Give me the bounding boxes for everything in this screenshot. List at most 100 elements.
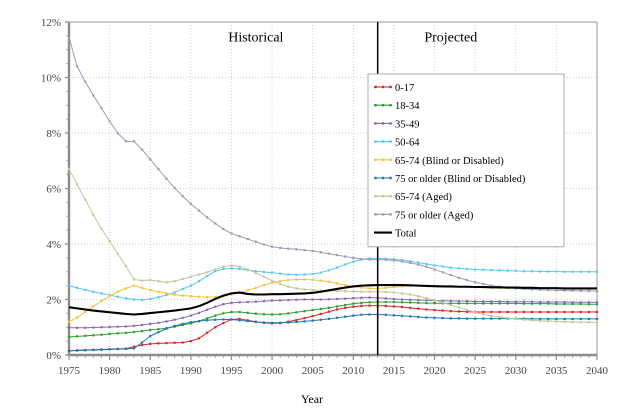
- series-marker: [400, 259, 404, 262]
- series-marker: [254, 320, 257, 324]
- series-marker: [311, 249, 314, 253]
- series-marker: [149, 288, 152, 292]
- series-marker: [433, 316, 436, 319]
- legend-item[interactable]: 65-74 (Blind or Disabled): [374, 156, 504, 167]
- series-marker: [563, 270, 566, 273]
- series-marker: [539, 300, 542, 304]
- legend-item[interactable]: 50-64: [374, 138, 420, 149]
- series-marker: [124, 331, 127, 334]
- series-marker: [262, 270, 266, 274]
- series-marker: [514, 300, 517, 303]
- series-marker: [222, 321, 225, 325]
- series-marker: [344, 297, 347, 300]
- legend-box: [367, 73, 565, 248]
- series-marker: [563, 289, 566, 292]
- series-marker: [335, 254, 339, 257]
- legend-marker: [374, 158, 377, 161]
- legend-label: 50-64: [395, 138, 420, 149]
- x-axis-tick-labels: 1975 1980 1985 1990 1995 2000 2005 2010 2015 2020…: [58, 365, 609, 377]
- series-marker: [181, 277, 184, 281]
- legend-item[interactable]: 0-17: [374, 83, 414, 94]
- legend-item[interactable]: 75 or older (Aged): [374, 210, 474, 221]
- series-marker: [76, 326, 79, 329]
- series-marker: [482, 313, 485, 316]
- data-series: [67, 300, 599, 339]
- series-marker: [587, 270, 590, 273]
- series-marker: [157, 331, 160, 334]
- series-marker: [425, 308, 428, 311]
- series-marker: [311, 298, 314, 301]
- legend-item[interactable]: 65-74 (Aged): [374, 192, 452, 203]
- data-series-layer: [67, 36, 599, 352]
- series-marker: [595, 290, 599, 293]
- series-marker: [279, 280, 282, 283]
- series-marker: [238, 267, 241, 271]
- legend-label: 65-74 (Aged): [395, 192, 452, 203]
- series-marker: [303, 288, 306, 291]
- series-marker: [530, 300, 534, 303]
- series-marker: [84, 288, 87, 291]
- series-marker: [335, 282, 339, 285]
- series-marker: [124, 265, 127, 268]
- series-marker: [100, 106, 103, 110]
- series-marker: [303, 273, 306, 276]
- series-marker: [482, 268, 485, 271]
- series-marker: [514, 317, 517, 321]
- series-marker: [327, 280, 331, 283]
- series-marker: [181, 195, 184, 198]
- series-line: [68, 284, 597, 316]
- series-marker: [67, 349, 71, 352]
- series-marker: [522, 310, 525, 314]
- series-marker: [360, 257, 363, 261]
- series-marker: [262, 283, 266, 287]
- series-marker: [595, 270, 599, 273]
- series-marker: [344, 283, 347, 287]
- series-marker: [76, 349, 79, 352]
- legend-item[interactable]: 18-34: [374, 101, 420, 112]
- series-marker: [547, 310, 550, 314]
- legend-marker: [374, 85, 377, 89]
- series-marker: [124, 297, 127, 300]
- series-marker: [522, 270, 525, 273]
- series-line: [68, 168, 598, 324]
- series-marker: [270, 321, 274, 324]
- legend-item[interactable]: Total: [374, 229, 417, 240]
- x-axis-tick-label: 2010: [342, 365, 365, 377]
- series-marker: [319, 251, 322, 254]
- series-marker: [189, 275, 192, 278]
- series-marker: [262, 321, 266, 324]
- series-marker: [108, 120, 111, 123]
- series-marker: [392, 285, 396, 289]
- series-marker: [384, 304, 387, 307]
- series-marker: [327, 252, 331, 255]
- series-marker: [579, 270, 582, 273]
- series-marker: [344, 263, 347, 266]
- phase-annotations: Historical Projected: [228, 30, 477, 45]
- y-axis-tick-label: 10%: [41, 73, 61, 85]
- series-marker: [474, 281, 477, 284]
- series-marker: [76, 65, 79, 68]
- series-marker: [417, 301, 420, 304]
- series-marker: [222, 303, 225, 306]
- series-marker: [457, 306, 461, 309]
- series-marker: [368, 290, 371, 293]
- series-marker: [595, 303, 599, 306]
- series-marker: [417, 263, 420, 266]
- x-axis-tick-label: 2020: [424, 365, 447, 377]
- series-marker: [555, 289, 558, 292]
- series-marker: [230, 310, 233, 314]
- series-marker: [433, 302, 436, 305]
- projected-label: Projected: [424, 30, 477, 45]
- series-marker: [465, 278, 469, 282]
- legend-item[interactable]: 75 or older (Blind or Disabled): [374, 174, 526, 185]
- series-marker: [132, 345, 136, 348]
- series-marker: [157, 321, 160, 324]
- series-marker: [327, 306, 331, 309]
- series-marker: [571, 317, 574, 321]
- series-marker: [465, 300, 469, 303]
- series-marker: [205, 317, 209, 320]
- series-marker: [335, 308, 339, 311]
- legend-item[interactable]: 35-49: [374, 119, 420, 130]
- series-marker: [149, 158, 152, 161]
- series-marker: [579, 321, 582, 324]
